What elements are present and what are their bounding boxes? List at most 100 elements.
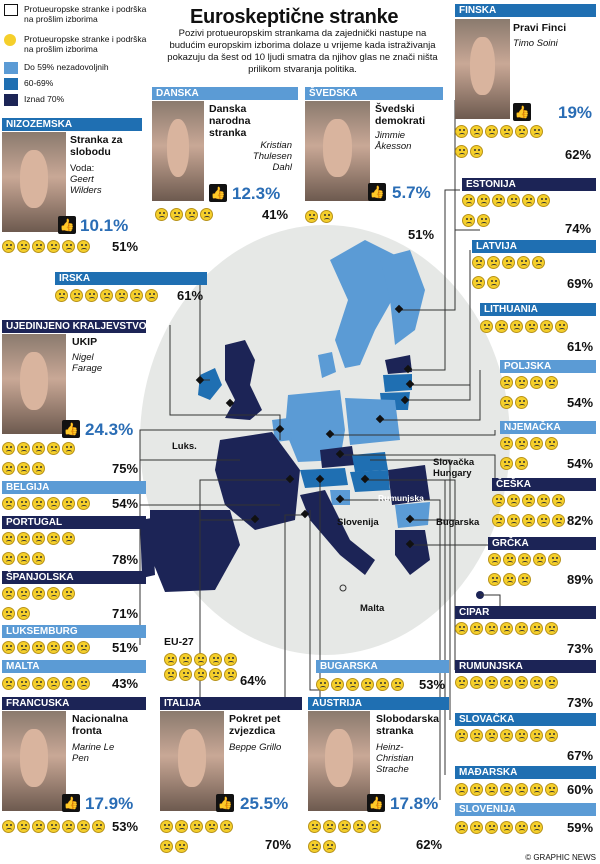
support-francuska: 17.9%: [85, 794, 134, 813]
leader-photo-uk: [2, 334, 66, 434]
legend-swatch-low: [4, 62, 18, 74]
country-bar-bugarska: BUGARSKA: [316, 660, 449, 673]
map-spain: [150, 510, 240, 592]
pct-estonija: 74%: [565, 221, 592, 236]
party-name-finska: Pravi Finci: [513, 22, 567, 34]
leader-photo-francuska: [2, 711, 66, 811]
map-czech: [320, 446, 355, 468]
country-bar-slovenija: SLOVENIJA: [455, 803, 596, 816]
country-bar-grcka: GRČKA: [488, 537, 596, 550]
pct-slovacka: 67%: [567, 748, 594, 763]
face-row-austrija: [308, 820, 388, 853]
thumbs-up-icon: 👍: [58, 216, 76, 234]
face-row-slovacka: [455, 729, 565, 743]
legend-low-label: Do 59% nezadovoljnih: [24, 62, 109, 72]
country-bar-slovacka: SLOVAČKA: [455, 713, 596, 726]
page-title: Euroskeptične stranke: [190, 6, 399, 28]
pct-irska: 61%: [177, 288, 204, 303]
face-row-grcka: [488, 553, 568, 586]
legend-swatch-high: [4, 94, 18, 106]
face-row-ceska: [492, 494, 572, 527]
pct-eu27: 64%: [240, 673, 267, 688]
country-bar-nizozemska: NIZOZEMSKA: [2, 118, 142, 131]
map-hungary: [350, 470, 390, 492]
face-row-estonija: [462, 194, 558, 227]
map-label-slovacka-hungary: Slovačka Hungary: [433, 457, 475, 479]
map-denmark: [318, 352, 336, 378]
country-bar-uk: UJEDINJENO KRALJEVSTVO: [2, 320, 146, 333]
thumbs-up-icon: 👍: [367, 794, 385, 812]
face-row-uk: [2, 442, 82, 475]
country-bar-italija: ITALIJA: [160, 697, 302, 710]
pct-rumunjska: 73%: [567, 695, 594, 710]
country-bar-francuska: FRANCUSKA: [2, 697, 146, 710]
map-label-malta: Malta: [360, 603, 385, 614]
legend-face-label: Protueuropske stranke i podrška na prošl…: [24, 34, 147, 54]
country-bar-njemacka: NJEMAČKA: [500, 421, 596, 434]
face-row-slovenija: [455, 821, 565, 835]
map-sweden: [330, 240, 395, 368]
support-finska: 19%: [558, 103, 593, 122]
country-bar-finska: FINSKA: [455, 4, 596, 17]
support-nizozemska: 10.1%: [80, 216, 129, 235]
pct-ceska: 82%: [567, 513, 594, 528]
legend-swatch-mid: [4, 78, 18, 90]
leader-name-italija: Beppe Grillo: [229, 742, 282, 753]
dissatisfied-svedska: 51%: [408, 227, 435, 242]
face-row-madarska: [455, 783, 565, 797]
leader-name-nizozemska: Geert Wilders: [70, 174, 102, 196]
party-name-danska: Danska narodna stranka: [209, 103, 251, 139]
pct-lithuania: 61%: [567, 339, 594, 354]
face-row-bugarska: [316, 678, 421, 692]
pct-malta: 43%: [112, 676, 139, 691]
map-malta: [339, 584, 347, 592]
map-label-bugarska: Bugarska: [436, 517, 480, 528]
support-svedska: 5.7%: [392, 183, 431, 202]
thumbs-up-icon: 👍: [62, 420, 80, 438]
country-bar-cipar: CIPAR: [455, 606, 596, 619]
thumbs-up-icon: 👍: [62, 794, 80, 812]
pct-luksemburg: 51%: [112, 640, 139, 655]
map-bulgaria: [395, 502, 430, 528]
map-romania: [388, 465, 430, 505]
face-row-irska: [55, 289, 175, 303]
leader-photo-finska: [455, 19, 510, 119]
thumbs-up-icon: 👍: [513, 103, 531, 121]
country-bar-madarska: MAĐARSKA: [455, 766, 596, 779]
pct-spanjolska: 71%: [112, 606, 139, 621]
country-bar-latvija: LATVIJA: [472, 240, 596, 253]
support-italija: 25.5%: [240, 794, 289, 813]
face-row-njemacka: [500, 437, 564, 470]
support-uk: 24.3%: [85, 420, 134, 439]
country-bar-ceska: ČEŠKA: [492, 478, 596, 491]
leader-photo-danska: [152, 101, 204, 201]
dissatisfied-nizozemska: 51%: [112, 239, 139, 254]
map-label-slovenija: Slovenija: [337, 517, 379, 528]
country-bar-austrija: AUSTRIJA: [308, 697, 449, 710]
face-row-eu27: [164, 653, 244, 667]
party-name-austrija: Slobodarska stranka: [376, 713, 440, 737]
face-row-latvija: [472, 256, 552, 289]
face-row-finska: [455, 125, 545, 158]
country-bar-estonija: ESTONIJA: [462, 178, 596, 191]
legend-high-label: Iznad 70%: [24, 94, 65, 104]
party-name-svedska: Švedski demokrati: [375, 103, 426, 127]
face-row-svedska: [305, 210, 345, 224]
country-bar-lithuania: LITHUANIA: [480, 303, 596, 316]
face-row-rumunjska: [455, 676, 565, 690]
face-row-eu27-b: [164, 668, 244, 682]
pct-poljska: 54%: [567, 395, 594, 410]
dissatisfied-italija: 70%: [265, 837, 292, 852]
leader-prefix-nizozemska: Voda:: [70, 163, 95, 174]
pct-njemacka: 54%: [567, 456, 594, 471]
leader-name-uk: Nigel Farage: [72, 352, 103, 374]
leader-photo-svedska: [305, 101, 370, 201]
pct-madarska: 60%: [567, 782, 594, 797]
face-row-belgija: [2, 497, 110, 511]
map-portugal: [140, 518, 155, 578]
leader-photo-italija: [160, 711, 224, 811]
map-label-luks: Luks.: [172, 441, 197, 452]
country-bar-danska: DANSKA: [152, 87, 298, 100]
pct-bugarska: 53%: [419, 677, 446, 692]
